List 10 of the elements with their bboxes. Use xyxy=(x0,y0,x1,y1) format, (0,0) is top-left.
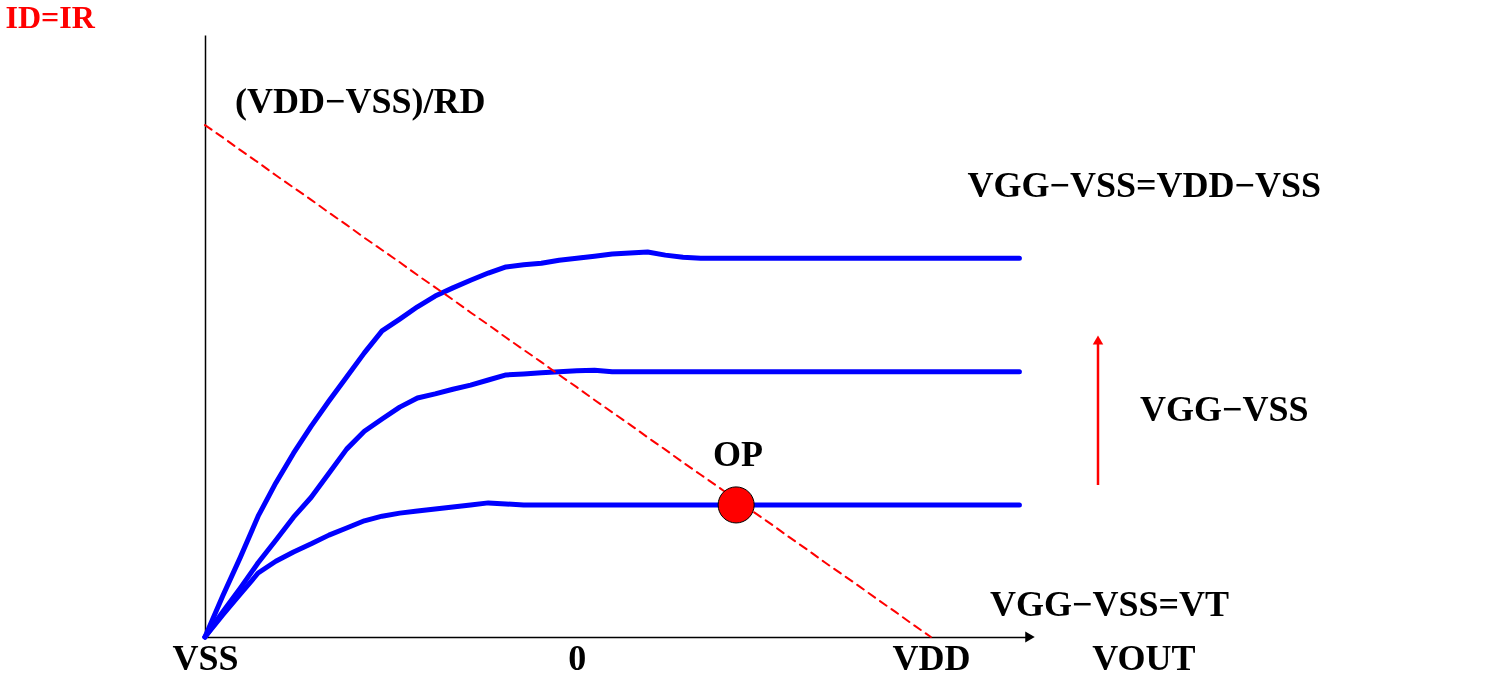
text: (VDD−VSS)/RD xyxy=(235,81,486,121)
x-axis-title: VOUT xyxy=(1092,637,1196,678)
x-tick-label: VSS xyxy=(172,637,239,678)
annotation: OP xyxy=(713,434,763,474)
x-tick-label: VDD xyxy=(892,637,971,678)
annotation: VGG−VSS=VT xyxy=(990,584,1230,624)
y-axis-title: ID=IR xyxy=(5,0,96,35)
x-tick-label: 0 xyxy=(568,637,587,678)
text: VGG−VSS xyxy=(1140,389,1309,429)
series-label: VGG−VSS=VDD−VSS xyxy=(967,165,1322,206)
